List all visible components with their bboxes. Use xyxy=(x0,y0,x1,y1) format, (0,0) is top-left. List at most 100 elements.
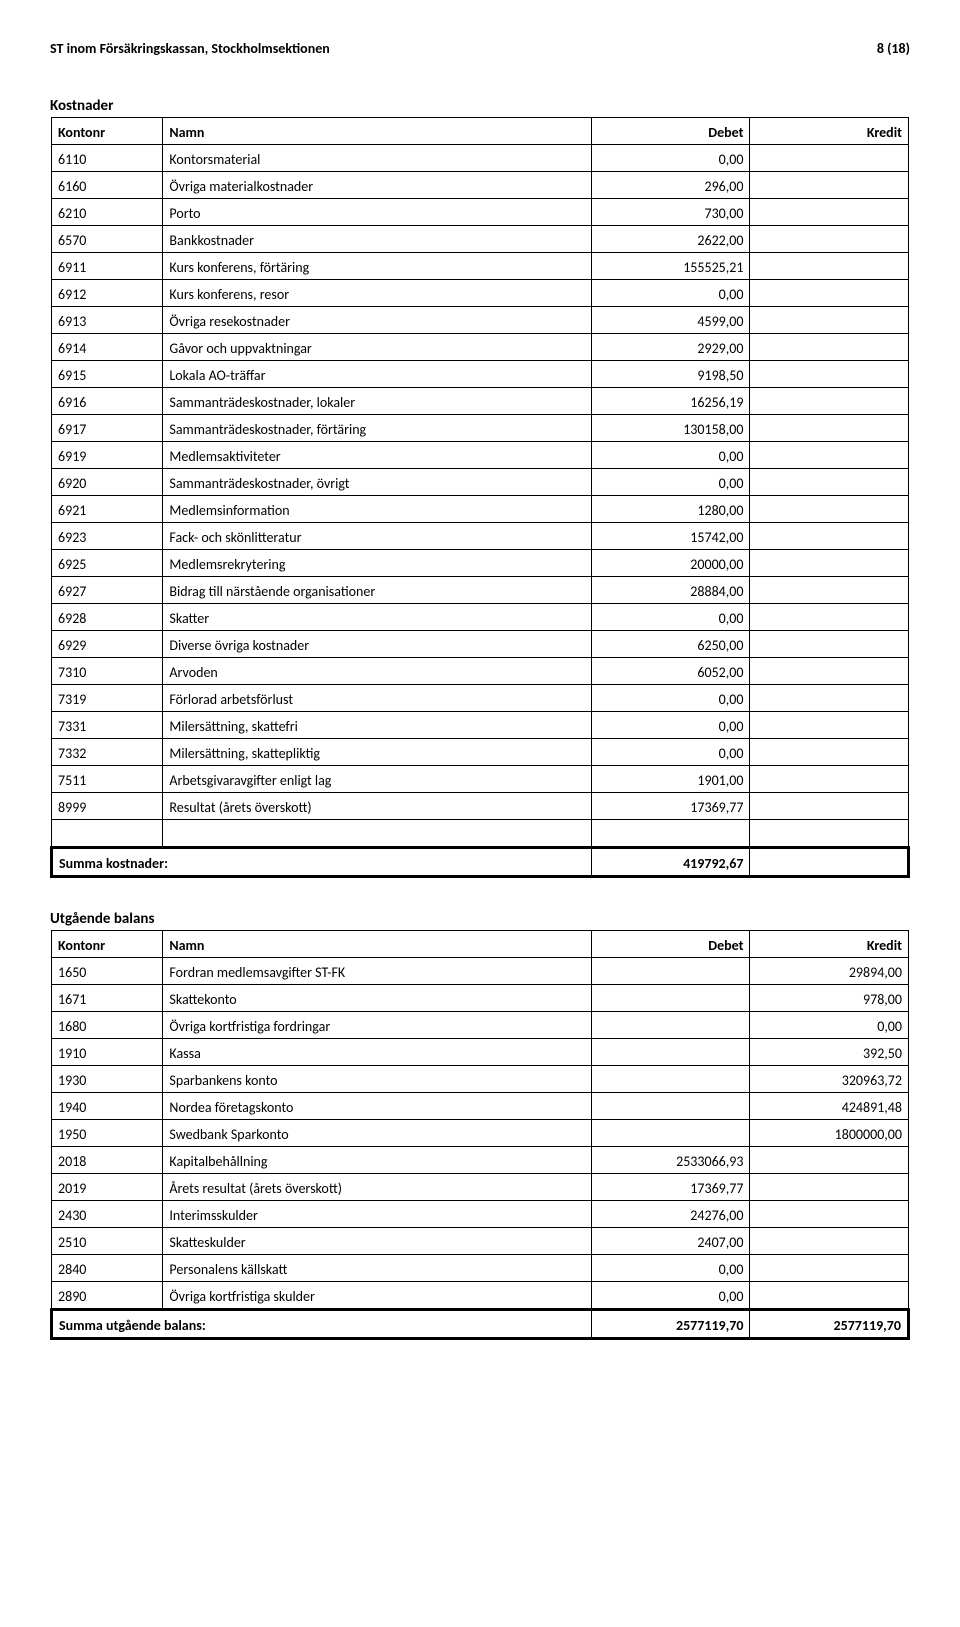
cell-debet: 28884,00 xyxy=(591,577,750,604)
cell-kredit xyxy=(750,226,909,253)
cell-kredit xyxy=(750,631,909,658)
cell-kredit xyxy=(750,307,909,334)
table-header-row: Kontonr Namn Debet Kredit xyxy=(52,118,909,145)
table-row: 6912Kurs konferens, resor0,00 xyxy=(52,280,909,307)
cell-debet: 0,00 xyxy=(591,145,750,172)
cell-kredit xyxy=(750,361,909,388)
cell-namn: Övriga kortfristiga skulder xyxy=(163,1282,592,1310)
col-kontonr: Kontonr xyxy=(52,118,163,145)
cell-debet: 4599,00 xyxy=(591,307,750,334)
cell-kontonr: 6927 xyxy=(52,577,163,604)
cell-debet xyxy=(591,1120,750,1147)
table-row: 1671Skattekonto978,00 xyxy=(52,985,909,1012)
table-row: 1940Nordea företagskonto424891,48 xyxy=(52,1093,909,1120)
cell-namn: Gåvor och uppvaktningar xyxy=(163,334,592,361)
sum-debet: 419792,67 xyxy=(591,848,750,877)
cell-kontonr: 6911 xyxy=(52,253,163,280)
cell-namn: Årets resultat (årets överskott) xyxy=(163,1174,592,1201)
cell-kontonr: 6929 xyxy=(52,631,163,658)
cell-kontonr: 2890 xyxy=(52,1282,163,1310)
cell-debet: 2929,00 xyxy=(591,334,750,361)
cell-namn: Arbetsgivaravgifter enligt lag xyxy=(163,766,592,793)
cell-debet: 15742,00 xyxy=(591,523,750,550)
cell-debet: 0,00 xyxy=(591,1255,750,1282)
cell-kredit: 978,00 xyxy=(750,985,909,1012)
cell-namn: Fordran medlemsavgifter ST-FK xyxy=(163,958,592,985)
cell-kontonr: 6110 xyxy=(52,145,163,172)
cell-kredit xyxy=(750,415,909,442)
cell-debet: 24276,00 xyxy=(591,1201,750,1228)
cell-debet: 17369,77 xyxy=(591,1174,750,1201)
cell-debet: 2407,00 xyxy=(591,1228,750,1255)
col-kredit: Kredit xyxy=(750,931,909,958)
sum-row: Summa utgående balans:2577119,702577119,… xyxy=(52,1310,909,1339)
cell-kredit xyxy=(750,1201,909,1228)
col-debet: Debet xyxy=(591,118,750,145)
cell-debet: 730,00 xyxy=(591,199,750,226)
table-row: 6920Sammanträdeskostnader, övrigt0,00 xyxy=(52,469,909,496)
cell-debet: 0,00 xyxy=(591,685,750,712)
cell-namn: Medlemsaktiviteter xyxy=(163,442,592,469)
cell-kontonr: 1650 xyxy=(52,958,163,985)
col-namn: Namn xyxy=(163,118,592,145)
cell-kredit xyxy=(750,685,909,712)
cell-kredit: 320963,72 xyxy=(750,1066,909,1093)
cell-kontonr: 6919 xyxy=(52,442,163,469)
table-row: 6915Lokala AO-träffar9198,50 xyxy=(52,361,909,388)
cell-kredit xyxy=(750,793,909,820)
cell-namn: Bidrag till närstående organisationer xyxy=(163,577,592,604)
table-row: 2840Personalens källskatt0,00 xyxy=(52,1255,909,1282)
table-row: 7319Förlorad arbetsförlust0,00 xyxy=(52,685,909,712)
cell-kredit: 424891,48 xyxy=(750,1093,909,1120)
cell-kontonr: 6914 xyxy=(52,334,163,361)
cell-kredit xyxy=(750,145,909,172)
col-debet: Debet xyxy=(591,931,750,958)
table-row: 6913Övriga resekostnader4599,00 xyxy=(52,307,909,334)
cell-kontonr: 8999 xyxy=(52,793,163,820)
col-kredit: Kredit xyxy=(750,118,909,145)
cell-kontonr: 7310 xyxy=(52,658,163,685)
cell-debet: 6250,00 xyxy=(591,631,750,658)
cell-namn: Personalens källskatt xyxy=(163,1255,592,1282)
table-row: 6929Diverse övriga kostnader6250,00 xyxy=(52,631,909,658)
cell-debet: 0,00 xyxy=(591,739,750,766)
cell-namn: Lokala AO-träffar xyxy=(163,361,592,388)
cell-kontonr: 6916 xyxy=(52,388,163,415)
sum-debet: 2577119,70 xyxy=(591,1310,750,1339)
table-row: 6570Bankkostnader2622,00 xyxy=(52,226,909,253)
kostnader-title: Kostnader xyxy=(50,97,910,115)
cell-debet xyxy=(591,985,750,1012)
cell-kontonr: 1680 xyxy=(52,1012,163,1039)
table-row: 6917Sammanträdeskostnader, förtäring1301… xyxy=(52,415,909,442)
cell-namn: Resultat (årets överskott) xyxy=(163,793,592,820)
cell-kontonr: 6928 xyxy=(52,604,163,631)
table-row: 6911Kurs konferens, förtäring155525,21 xyxy=(52,253,909,280)
cell-namn: Sammanträdeskostnader, lokaler xyxy=(163,388,592,415)
cell-kontonr: 1910 xyxy=(52,1039,163,1066)
cell-debet: 0,00 xyxy=(591,280,750,307)
table-row: 6925Medlemsrekrytering20000,00 xyxy=(52,550,909,577)
cell-kredit xyxy=(750,658,909,685)
cell-kredit xyxy=(750,442,909,469)
table-row: 1680Övriga kortfristiga fordringar0,00 xyxy=(52,1012,909,1039)
cell-namn: Milersättning, skattepliktig xyxy=(163,739,592,766)
cell-kontonr: 1950 xyxy=(52,1120,163,1147)
cell-kontonr: 7319 xyxy=(52,685,163,712)
cell-kontonr: 6913 xyxy=(52,307,163,334)
cell-namn: Sammanträdeskostnader, förtäring xyxy=(163,415,592,442)
table-row: 7332Milersättning, skattepliktig0,00 xyxy=(52,739,909,766)
cell-namn: Bankkostnader xyxy=(163,226,592,253)
cell-namn: Interimsskulder xyxy=(163,1201,592,1228)
cell-kontonr: 2430 xyxy=(52,1201,163,1228)
cell-kredit xyxy=(750,334,909,361)
cell-debet: 20000,00 xyxy=(591,550,750,577)
cell-kredit xyxy=(750,1282,909,1310)
cell-namn: Förlorad arbetsförlust xyxy=(163,685,592,712)
cell-kredit: 1800000,00 xyxy=(750,1120,909,1147)
cell-namn: Kontorsmaterial xyxy=(163,145,592,172)
cell-namn: Medlemsinformation xyxy=(163,496,592,523)
cell-debet xyxy=(591,1012,750,1039)
cell-kredit: 392,50 xyxy=(750,1039,909,1066)
cell-namn: Porto xyxy=(163,199,592,226)
cell-namn: Kapitalbehållning xyxy=(163,1147,592,1174)
